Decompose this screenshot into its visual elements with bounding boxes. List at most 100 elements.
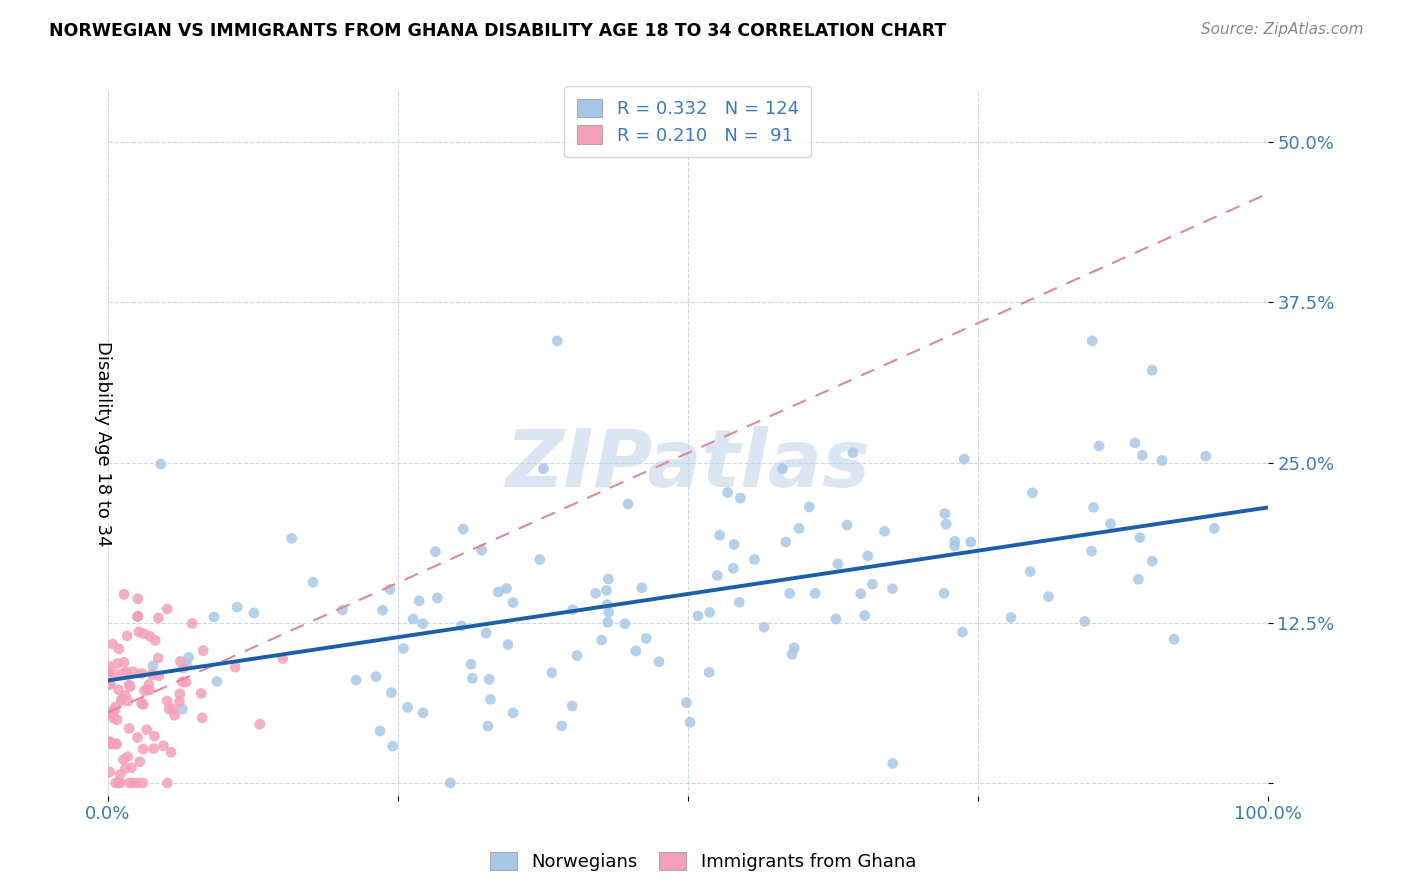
Point <box>169 687 191 701</box>
Point <box>1130 449 1153 463</box>
Point <box>730 491 752 505</box>
Point <box>156 602 179 616</box>
Point <box>104 703 127 717</box>
Point <box>686 608 709 623</box>
Point <box>132 626 155 640</box>
Point <box>932 586 955 600</box>
Point <box>546 334 568 348</box>
Point <box>128 755 150 769</box>
Point <box>943 534 966 549</box>
Point <box>107 657 129 671</box>
Point <box>120 680 142 694</box>
Point <box>118 722 141 736</box>
Point <box>142 659 165 673</box>
Point <box>775 535 797 549</box>
Point <box>461 671 484 685</box>
Point <box>1081 334 1104 348</box>
Point <box>134 684 156 698</box>
Point <box>344 673 367 687</box>
Point <box>471 543 494 558</box>
Point <box>1129 531 1152 545</box>
Point <box>148 611 170 625</box>
Point <box>118 678 141 692</box>
Point <box>132 776 155 790</box>
Point <box>412 616 434 631</box>
Point <box>97 665 120 680</box>
Point <box>1142 554 1164 568</box>
Point <box>561 698 583 713</box>
Point <box>176 657 198 672</box>
Point <box>103 666 125 681</box>
Point <box>780 647 803 661</box>
Point <box>162 702 184 716</box>
Point <box>1074 615 1097 629</box>
Point <box>138 683 160 698</box>
Point <box>271 651 294 665</box>
Point <box>935 517 957 532</box>
Point <box>111 666 134 681</box>
Point <box>152 739 174 753</box>
Point <box>118 776 141 790</box>
Point <box>709 528 731 542</box>
Point <box>117 694 139 708</box>
Point <box>873 524 896 539</box>
Point <box>540 665 562 680</box>
Point <box>107 776 129 790</box>
Point <box>371 603 394 617</box>
Point <box>477 719 499 733</box>
Point <box>127 609 149 624</box>
Point <box>132 698 155 712</box>
Point <box>1021 486 1043 500</box>
Point <box>634 632 657 646</box>
Point <box>98 659 121 673</box>
Point <box>475 626 498 640</box>
Text: NORWEGIAN VS IMMIGRANTS FROM GHANA DISABILITY AGE 18 TO 34 CORRELATION CHART: NORWEGIAN VS IMMIGRANTS FROM GHANA DISAB… <box>49 22 946 40</box>
Point <box>613 616 636 631</box>
Point <box>98 736 121 750</box>
Point <box>108 641 131 656</box>
Point <box>591 633 613 648</box>
Point <box>114 689 136 703</box>
Point <box>531 461 554 475</box>
Point <box>502 595 524 609</box>
Point <box>675 696 697 710</box>
Point <box>104 776 127 790</box>
Point <box>97 677 120 691</box>
Point <box>486 585 509 599</box>
Point <box>243 606 266 620</box>
Point <box>105 713 128 727</box>
Point <box>529 552 551 566</box>
Point <box>100 706 122 720</box>
Point <box>127 591 149 606</box>
Point <box>115 665 138 679</box>
Point <box>624 644 647 658</box>
Point <box>723 537 745 551</box>
Point <box>114 761 136 775</box>
Point <box>502 706 524 720</box>
Point <box>630 581 652 595</box>
Point <box>596 615 619 630</box>
Point <box>1099 516 1122 531</box>
Point <box>112 656 135 670</box>
Point <box>135 723 157 737</box>
Point <box>460 657 482 672</box>
Point <box>156 694 179 708</box>
Point <box>617 497 640 511</box>
Text: Source: ZipAtlas.com: Source: ZipAtlas.com <box>1201 22 1364 37</box>
Point <box>596 598 619 612</box>
Point <box>728 595 751 609</box>
Point <box>172 661 194 675</box>
Point <box>191 711 214 725</box>
Point <box>697 665 720 680</box>
Point <box>439 776 461 790</box>
Point <box>699 606 721 620</box>
Point <box>169 654 191 668</box>
Point <box>202 610 225 624</box>
Point <box>799 500 821 514</box>
Point <box>478 673 501 687</box>
Point <box>172 674 194 689</box>
Point <box>280 532 302 546</box>
Point <box>364 670 387 684</box>
Point <box>100 737 122 751</box>
Point <box>332 603 354 617</box>
